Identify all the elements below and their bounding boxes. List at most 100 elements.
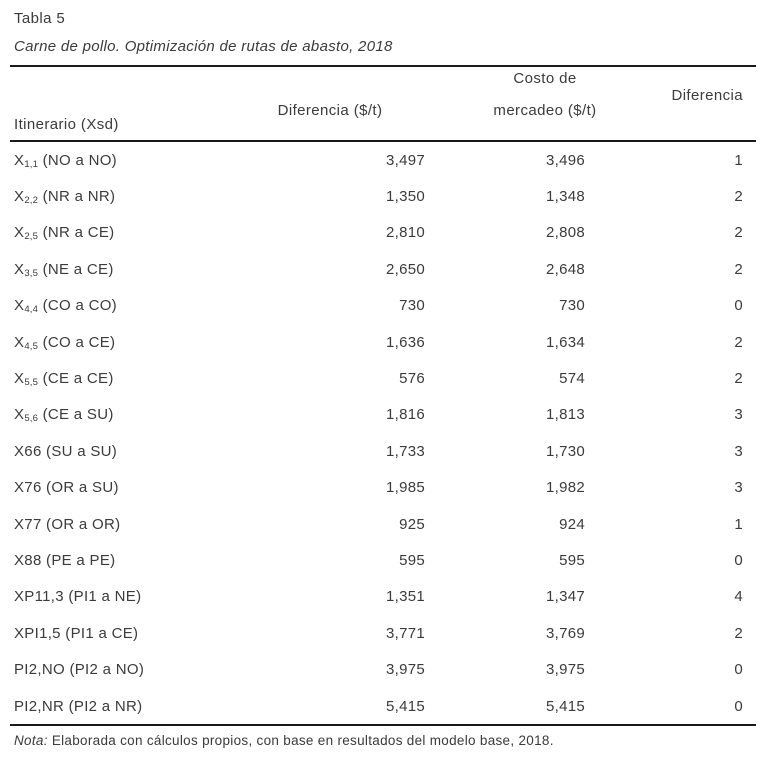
costo-mercadeo-value-cell: 1,730 <box>545 442 585 460</box>
diferencia2-value-cell: 0 <box>734 297 743 315</box>
itinerary-subscript: 5,5 <box>24 377 39 389</box>
itinerary-cell: PI2,NR (PI2 a NR) <box>14 697 143 715</box>
itinerary-subscript: 2,2 <box>24 195 39 207</box>
diferencia-value-cell: 1,985 <box>385 479 425 497</box>
costo-mercadeo-value-cell: 574 <box>559 370 585 388</box>
itinerary-cell: X2,5 (NR a CE) <box>14 224 115 243</box>
itinerary-cell: X76 (OR a SU) <box>14 479 119 497</box>
itinerary-subscript: 4,4 <box>24 304 39 316</box>
table-row: PI2,NR (PI2 a NR) 5,415 5,415 0 <box>10 688 756 724</box>
note-label: Nota: <box>14 733 48 749</box>
diferencia2-value-cell: 1 <box>734 515 743 533</box>
itinerary-cell: X66 (SU a SU) <box>14 442 118 460</box>
itinerary-cell: X4,5 (CO a CE) <box>14 333 116 352</box>
table-row: X4,5 (CO a CE) 1,636 1,634 2 <box>10 324 756 360</box>
column-header-itinerario: Itinerario (Xsd) <box>10 67 230 140</box>
diferencia-value-cell: 1,816 <box>385 406 425 424</box>
table-row: X66 (SU a SU) 1,733 1,730 3 <box>10 433 756 469</box>
costo-mercadeo-value-cell: 924 <box>559 515 585 533</box>
diferencia-value-cell: 1,351 <box>385 588 425 606</box>
table-row: X2,5 (NR a CE) 2,810 2,808 2 <box>10 215 756 251</box>
itinerary-subscript: 4,5 <box>24 340 39 352</box>
table-row: X76 (OR a SU) 1,985 1,982 3 <box>10 470 756 506</box>
itinerary-cell: X77 (OR a OR) <box>14 515 121 533</box>
diferencia2-value-cell: 0 <box>734 697 743 715</box>
column-header-diferencia-t-label: Diferencia ($/t) <box>277 102 383 119</box>
diferencia-value-cell: 576 <box>399 370 425 388</box>
itinerary-cell: PI2,NO (PI2 a NO) <box>14 661 145 679</box>
table-row: X77 (OR a OR) 925 924 1 <box>10 506 756 542</box>
table-row: X4,4 (CO a CO) 730 730 0 <box>10 288 756 324</box>
costo-mercadeo-value-cell: 730 <box>559 297 585 315</box>
itinerary-cell: X5,5 (CE a CE) <box>14 370 114 389</box>
costo-mercadeo-value-cell: 1,634 <box>545 333 585 351</box>
table-row: X88 (PE a PE) 595 595 0 <box>10 542 756 578</box>
itinerary-cell: XPI1,5 (PI1 a CE) <box>14 624 139 642</box>
column-header-costo-mercadeo: Costo de mercadeo ($/t) <box>430 67 660 140</box>
itinerary-subscript: 3,5 <box>24 267 39 279</box>
itinerary-cell: X2,2 (NR a NR) <box>14 188 116 207</box>
costo-mercadeo-value-cell: 2,648 <box>545 260 585 278</box>
table-row: XP11,3 (PI1 a NE) 1,351 1,347 4 <box>10 579 756 615</box>
itinerary-cell: X5,6 (CE a SU) <box>14 406 114 425</box>
column-header-diferencia: Diferencia <box>660 67 756 140</box>
table-note: Nota: Elaborada con cálculos propios, co… <box>10 733 756 748</box>
itinerary-subscript: 2,5 <box>24 231 39 243</box>
diferencia-value-cell: 730 <box>399 297 425 315</box>
column-header-diferencia-label: Diferencia <box>671 87 743 104</box>
diferencia2-value-cell: 2 <box>734 188 743 206</box>
itinerary-cell: XP11,3 (PI1 a NE) <box>14 588 142 606</box>
note-text: Elaborada con cálculos propios, con base… <box>47 733 554 749</box>
diferencia2-value-cell: 2 <box>734 624 743 642</box>
diferencia-value-cell: 925 <box>399 515 425 533</box>
table-header-row: Itinerario (Xsd) Diferencia ($/t) Costo … <box>10 67 756 142</box>
itinerary-cell: X88 (PE a PE) <box>14 551 116 569</box>
itinerary-subscript: 1,1 <box>24 158 39 170</box>
costo-mercadeo-value-cell: 5,415 <box>545 697 585 715</box>
diferencia2-value-cell: 0 <box>734 551 743 569</box>
column-header-costo-line2: mercadeo ($/t) <box>493 102 597 119</box>
diferencia2-value-cell: 3 <box>734 479 743 497</box>
itinerary-cell: X1,1 (NO a NO) <box>14 151 117 170</box>
diferencia2-value-cell: 1 <box>734 151 743 169</box>
costo-mercadeo-value-cell: 3,496 <box>545 151 585 169</box>
diferencia-value-cell: 3,975 <box>385 661 425 679</box>
costo-mercadeo-value-cell: 1,348 <box>545 188 585 206</box>
table-row: PI2,NO (PI2 a NO) 3,975 3,975 0 <box>10 651 756 687</box>
diferencia2-value-cell: 2 <box>734 260 743 278</box>
table-row: X5,5 (CE a CE) 576 574 2 <box>10 360 756 396</box>
itinerary-subscript: 5,6 <box>24 413 39 425</box>
costo-mercadeo-value-cell: 3,975 <box>545 661 585 679</box>
diferencia-value-cell: 5,415 <box>385 697 425 715</box>
diferencia2-value-cell: 2 <box>734 224 743 242</box>
table-row: X1,1 (NO a NO) 3,497 3,496 1 <box>10 142 756 178</box>
table-row: X2,2 (NR a NR) 1,350 1,348 2 <box>10 178 756 214</box>
diferencia2-value-cell: 0 <box>734 661 743 679</box>
column-header-itinerario-label: Itinerario (Xsd) <box>14 116 119 133</box>
diferencia-value-cell: 3,771 <box>385 624 425 642</box>
table-body: X1,1 (NO a NO) 3,497 3,496 1 X2,2 (NR a NR) 1… <box>10 142 756 727</box>
diferencia-value-cell: 2,650 <box>385 260 425 278</box>
diferencia2-value-cell: 2 <box>734 370 743 388</box>
table-title: Tabla 5 <box>14 10 66 27</box>
costo-mercadeo-value-cell: 3,769 <box>545 624 585 642</box>
costo-mercadeo-value-cell: 2,808 <box>545 224 585 242</box>
diferencia-value-cell: 595 <box>399 551 425 569</box>
costo-mercadeo-value-cell: 595 <box>559 551 585 569</box>
column-header-diferencia-t: Diferencia ($/t) <box>230 67 430 140</box>
diferencia-value-cell: 1,636 <box>385 333 425 351</box>
table-row: X5,6 (CE a SU) 1,816 1,813 3 <box>10 397 756 433</box>
table-subtitle: Carne de pollo. Optimización de rutas de… <box>14 38 393 55</box>
diferencia2-value-cell: 3 <box>734 406 743 424</box>
costo-mercadeo-value-cell: 1,347 <box>545 588 585 606</box>
diferencia-value-cell: 1,350 <box>385 188 425 206</box>
table-row: X3,5 (NE a CE) 2,650 2,648 2 <box>10 251 756 287</box>
diferencia-value-cell: 3,497 <box>385 151 425 169</box>
data-table: Itinerario (Xsd) Diferencia ($/t) Costo … <box>10 65 756 727</box>
itinerary-cell: X4,4 (CO a CO) <box>14 297 117 316</box>
costo-mercadeo-value-cell: 1,982 <box>545 479 585 497</box>
costo-mercadeo-value-cell: 1,813 <box>545 406 585 424</box>
diferencia2-value-cell: 2 <box>734 333 743 351</box>
diferencia2-value-cell: 3 <box>734 442 743 460</box>
